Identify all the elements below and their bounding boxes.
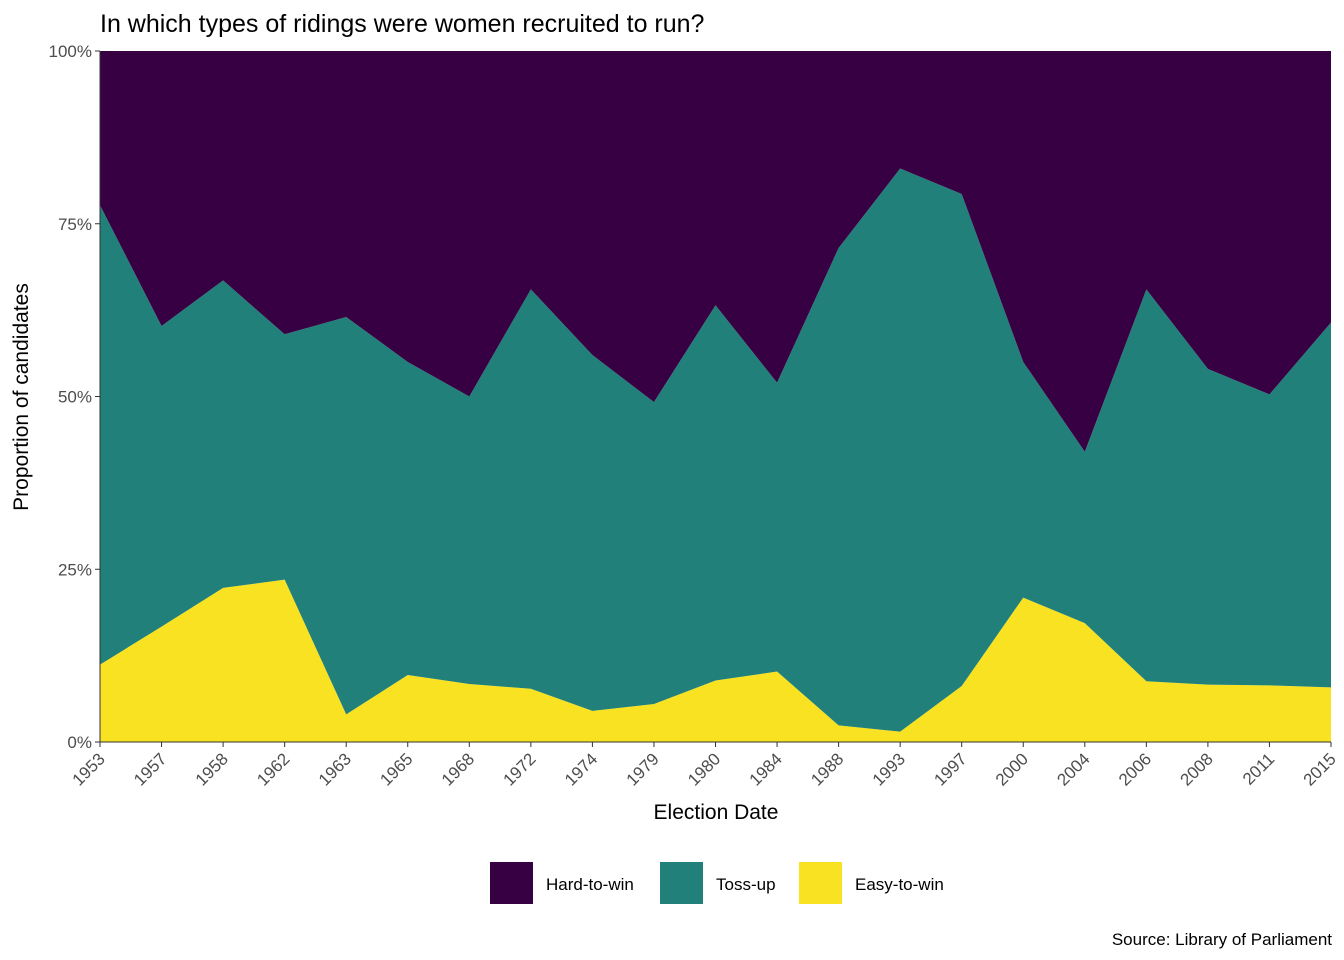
stacked-areas bbox=[100, 51, 1331, 742]
x-tick-label: 1953 bbox=[69, 749, 109, 789]
x-tick-label: 2015 bbox=[1300, 749, 1340, 789]
area-toss-up bbox=[100, 168, 1331, 732]
x-tick-label: 1972 bbox=[499, 749, 539, 789]
legend-item-hard-to-win: Hard-to-win bbox=[490, 862, 634, 904]
x-tick-label: 1997 bbox=[930, 749, 970, 789]
x-tick-label: 1958 bbox=[192, 749, 232, 789]
x-tick-label: 2004 bbox=[1053, 749, 1093, 789]
x-tick-label: 1957 bbox=[130, 749, 170, 789]
x-tick-label: 2008 bbox=[1177, 749, 1217, 789]
x-axis-title: Election Date bbox=[654, 801, 779, 824]
legend-swatch bbox=[799, 862, 842, 904]
x-tick-label: 2006 bbox=[1115, 749, 1155, 789]
chart-title: In which types of ridings were women rec… bbox=[100, 10, 704, 38]
y-tick-label: 75% bbox=[58, 215, 92, 234]
x-tick-label: 2000 bbox=[992, 749, 1032, 789]
area-hard-to-win bbox=[100, 51, 1331, 452]
legend-label: Easy-to-win bbox=[855, 875, 944, 894]
x-tick-label: 1979 bbox=[623, 749, 663, 789]
x-tick-label: 1965 bbox=[376, 749, 416, 789]
source-caption: Source: Library of Parliament bbox=[1112, 930, 1332, 949]
legend-swatch bbox=[490, 862, 533, 904]
x-tick-label: 1984 bbox=[746, 749, 786, 789]
y-axis: 0% 25% 50% 75% 100% bbox=[49, 42, 101, 752]
legend-label: Hard-to-win bbox=[546, 875, 634, 894]
x-tick-label: 1988 bbox=[807, 749, 847, 789]
x-tick-label: 1968 bbox=[438, 749, 478, 789]
x-tick-label: 1962 bbox=[253, 749, 293, 789]
x-tick-label: 1963 bbox=[315, 749, 355, 789]
x-tick-label: 1993 bbox=[869, 749, 909, 789]
x-tick-label: 2011 bbox=[1239, 749, 1278, 788]
x-axis: 1953 1957 1958 1962 1963 1965 1968 1972 1974 1979… bbox=[69, 741, 1340, 790]
x-tick-label: 1974 bbox=[561, 749, 601, 789]
legend-item-easy-to-win: Easy-to-win bbox=[799, 862, 944, 904]
legend: Hard-to-win Toss-up Easy-to-win bbox=[490, 862, 944, 904]
legend-label: Toss-up bbox=[716, 875, 776, 894]
legend-item-toss-up: Toss-up bbox=[660, 862, 776, 904]
legend-swatch bbox=[660, 862, 703, 904]
y-axis-title: Proportion of candidates bbox=[10, 283, 33, 511]
y-tick-label: 100% bbox=[49, 42, 92, 61]
y-tick-label: 0% bbox=[67, 733, 92, 752]
x-tick-label: 1980 bbox=[684, 749, 724, 789]
y-tick-label: 50% bbox=[58, 388, 92, 407]
y-tick-label: 25% bbox=[58, 560, 92, 579]
area-easy-to-win bbox=[100, 579, 1331, 742]
